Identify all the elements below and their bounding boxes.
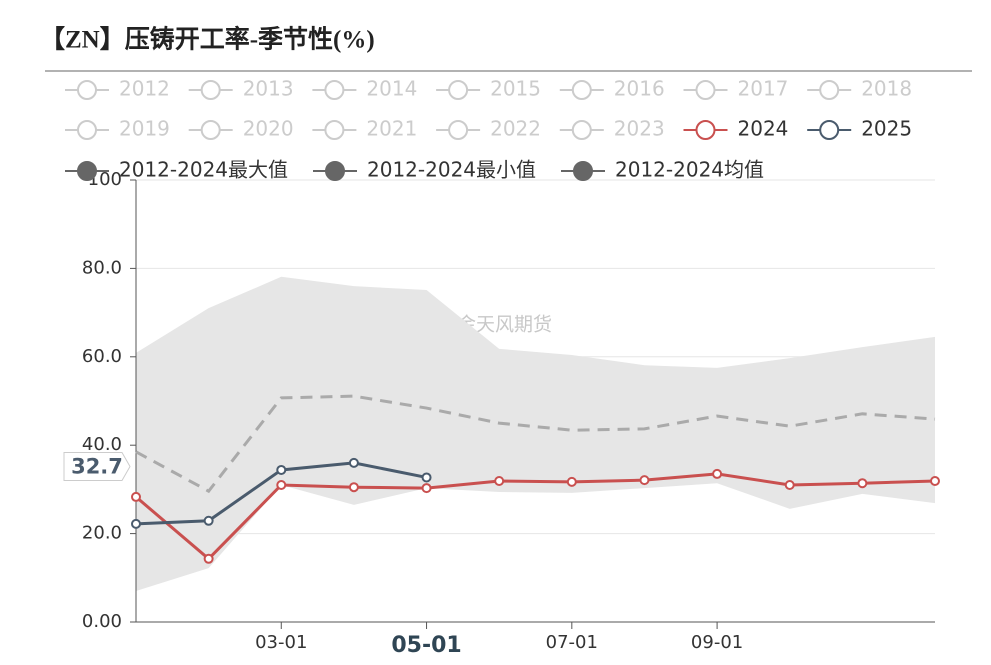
legend-label: 2012: [119, 77, 170, 101]
point: [712, 468, 723, 479]
y-tick-label: 60.0: [82, 346, 122, 367]
legend-symbol: [695, 120, 716, 140]
legend-label: 2015: [490, 77, 541, 101]
point: [421, 472, 432, 483]
point: [348, 457, 359, 468]
end-label-box: [63, 451, 131, 481]
legend-label: 2012-2024最大值: [119, 158, 288, 182]
legend-symbol: [77, 80, 97, 100]
legend-label: 2025: [861, 117, 912, 141]
y-tick-label: 20.0: [82, 523, 122, 544]
point: [131, 518, 141, 529]
x-tick-label: 09-01: [691, 632, 743, 653]
legend-symbol: [573, 161, 593, 181]
legend-symbol: [819, 80, 840, 100]
legend-symbol: [325, 161, 345, 181]
point: [784, 479, 795, 490]
legend-symbol: [324, 120, 345, 140]
legend-symbol: [695, 80, 716, 100]
point: [203, 515, 214, 526]
point: [131, 491, 141, 502]
legend-label: 2016: [614, 77, 665, 101]
legend-symbol: [571, 120, 592, 140]
legend-symbol: [819, 120, 840, 140]
range-area: [136, 276, 935, 592]
end-label: 32.7: [71, 454, 123, 478]
point: [276, 479, 287, 490]
point: [639, 475, 650, 486]
legend-label: 2020: [243, 117, 294, 141]
point: [203, 553, 214, 564]
legend-label: 2012-2024最小值: [367, 158, 536, 182]
legend-symbol: [324, 80, 345, 100]
legend-symbol: [77, 161, 97, 181]
legend-label: 2024: [738, 117, 789, 141]
point: [566, 476, 577, 487]
point: [421, 483, 432, 494]
legend-label: 2017: [738, 77, 789, 101]
legend-label: 2021: [366, 117, 417, 141]
x-tick-label: 07-01: [546, 632, 598, 653]
legend-label: 2023: [614, 117, 665, 141]
legend-label: 2012-2024均值: [615, 158, 764, 182]
legend-label: 2014: [366, 77, 417, 101]
legend-label: 2022: [490, 117, 541, 141]
y-tick-label: 40.0: [82, 434, 122, 455]
legend-symbol: [571, 80, 592, 100]
chart-title: 【ZN】压铸开工率-季节性(%): [40, 25, 375, 54]
y-tick-label: 0.00: [82, 611, 122, 632]
point: [276, 464, 287, 475]
series-line: [135, 472, 936, 561]
legend-symbol: [200, 80, 221, 100]
legend-label: 2019: [119, 117, 170, 141]
point: [494, 476, 505, 487]
legend-label: 2018: [861, 77, 912, 101]
point: [857, 478, 868, 489]
y-tick-label: 80.0: [82, 257, 122, 278]
legend-symbol: [448, 80, 469, 100]
legend-label: 2013: [243, 77, 294, 101]
point: [348, 482, 359, 493]
legend-symbol: [448, 120, 469, 140]
legend-symbol: [200, 120, 221, 140]
mean-line: [135, 394, 936, 494]
point: [930, 476, 940, 487]
legend-symbol: [77, 120, 97, 140]
x-tick-label: 03-01: [255, 632, 307, 653]
x-tick-label: 05-01: [391, 633, 461, 658]
